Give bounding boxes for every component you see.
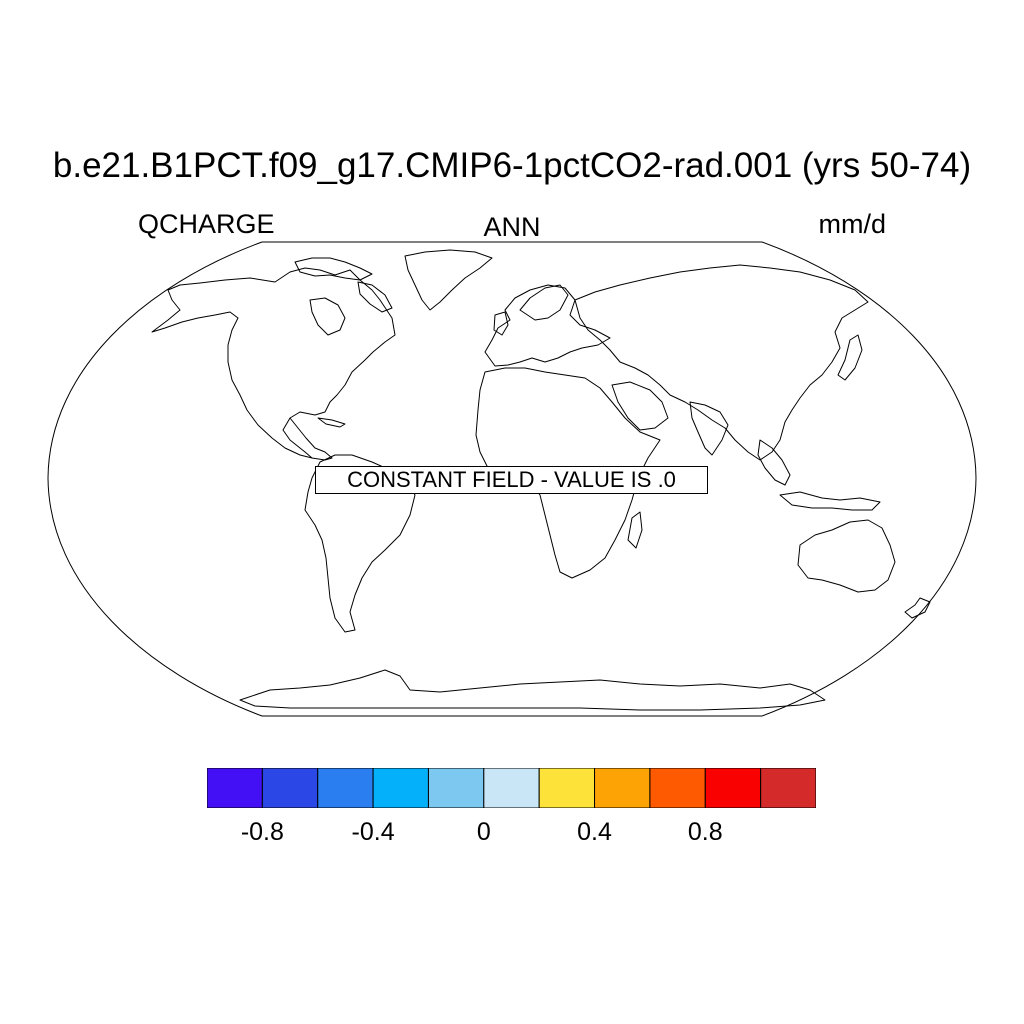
australia-coast bbox=[797, 519, 896, 593]
colorbar-swatch bbox=[483, 768, 540, 808]
coastlines bbox=[151, 249, 931, 711]
colorbar-tick-label: 0.4 bbox=[577, 818, 612, 846]
colorbar-swatch bbox=[317, 768, 374, 808]
colorbar-swatch bbox=[594, 768, 651, 808]
colorbar-tick-label: -0.8 bbox=[240, 818, 284, 846]
scandinavia-coast bbox=[519, 284, 569, 321]
arabia-coast bbox=[611, 381, 669, 431]
colorbar-swatch bbox=[261, 768, 319, 808]
colorbar-tick-label: -0.4 bbox=[351, 818, 395, 846]
arctic-islands-coast bbox=[294, 257, 373, 281]
greenland-coast bbox=[404, 249, 493, 311]
antarctica-coast bbox=[239, 669, 826, 711]
se-asia-coast bbox=[757, 439, 791, 486]
madagascar-coast bbox=[627, 511, 643, 549]
colorbar-swatch bbox=[760, 768, 816, 808]
india-coast bbox=[689, 401, 729, 456]
japan-coast bbox=[837, 334, 863, 381]
colorbar-swatch bbox=[704, 768, 762, 808]
baffin-island-coast bbox=[357, 281, 393, 313]
new-zealand-coast bbox=[904, 597, 931, 619]
colorbar-swatch bbox=[538, 768, 596, 808]
colorbar-swatch bbox=[427, 768, 485, 808]
colorbar-tick-label: 0 bbox=[476, 818, 491, 846]
indonesia-coast bbox=[779, 491, 881, 511]
north-america-coast bbox=[151, 267, 396, 459]
colorbar bbox=[207, 768, 816, 808]
british-isles-coast bbox=[493, 311, 509, 336]
units-label: mm/d bbox=[818, 209, 887, 239]
colorbar-tick-label: 0.8 bbox=[687, 818, 723, 846]
constant-field-note: CONSTANT FIELD - VALUE IS .0 bbox=[315, 466, 708, 494]
colorbar-swatch bbox=[207, 768, 263, 808]
asia-coast bbox=[574, 264, 869, 461]
colorbar-swatch bbox=[649, 768, 706, 808]
europe-coast bbox=[484, 284, 611, 367]
plot-title: b.e21.B1PCT.f09_g17.CMIP6-1pctCO2-rad.00… bbox=[52, 146, 972, 185]
season-label: ANN bbox=[483, 212, 541, 242]
hudson-bay-coast bbox=[309, 297, 346, 336]
colorbar-swatch bbox=[372, 768, 429, 808]
cuba-coast bbox=[317, 417, 346, 428]
variable-label: QCHARGE bbox=[138, 209, 275, 239]
